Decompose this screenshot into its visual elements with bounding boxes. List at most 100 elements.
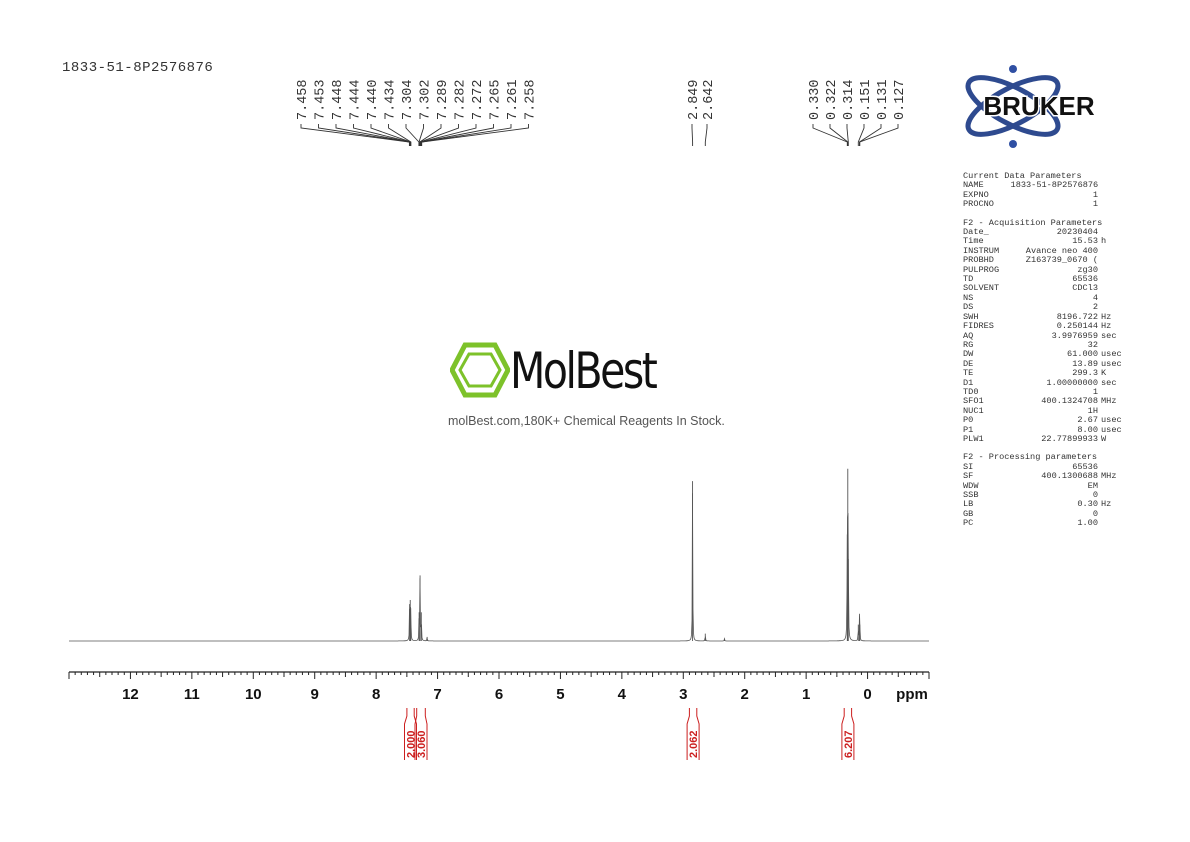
param-unit bbox=[1098, 275, 1123, 284]
integral-bracket bbox=[686, 708, 700, 760]
peak-label: 7.440 bbox=[366, 79, 381, 120]
param-row: PLW1 22.77899933 W bbox=[963, 434, 1123, 444]
param-value: 0.250144 bbox=[1056, 321, 1098, 332]
param-row: SWH 8196.722 Hz bbox=[963, 311, 1123, 322]
acq-params-title: F2 - Acquisition Parameters bbox=[963, 217, 1103, 228]
axis-label: ppm bbox=[896, 686, 928, 703]
param-value: 1833-51-8P2576876 bbox=[1010, 180, 1099, 191]
peak-label-connector bbox=[857, 124, 865, 146]
peak-label: 7.453 bbox=[314, 79, 329, 120]
param-value: 0.30 bbox=[1077, 499, 1098, 510]
acq-params-list: Date_ 20230404 Time 15.53 h INSTRUM Avance neo… bbox=[963, 227, 1123, 444]
peak-label: 7.304 bbox=[401, 79, 416, 120]
param-value: Z163739_0670 ( bbox=[1025, 255, 1098, 266]
param-unit: sec bbox=[1101, 377, 1117, 388]
param-unit: MHz bbox=[1101, 396, 1117, 407]
param-row: TD 65536 bbox=[963, 274, 1123, 284]
param-unit bbox=[1098, 181, 1123, 190]
param-row: TE 299.3 K bbox=[963, 368, 1123, 379]
peak-label-connectors bbox=[300, 124, 899, 146]
peak-label-connector bbox=[812, 124, 848, 146]
param-row: NAME 1833-51-8P2576876 bbox=[963, 180, 1123, 191]
param-row: Time 15.53 h bbox=[963, 236, 1123, 247]
param-value: 2.67 bbox=[1077, 415, 1098, 426]
peak-label: 7.302 bbox=[419, 79, 434, 120]
peak-label-connector bbox=[388, 124, 412, 146]
param-row: SSB 0 bbox=[963, 490, 1123, 500]
peak-label-connector bbox=[829, 124, 849, 146]
param-unit bbox=[1098, 294, 1123, 303]
integral-value: 3.060 bbox=[416, 730, 428, 758]
param-key: LB bbox=[963, 499, 974, 510]
axis-tick-label: 12 bbox=[122, 686, 139, 703]
peak-label-connector bbox=[691, 124, 694, 146]
current-params-list: NAME 1833-51-8P2576876 EXPNO 1 PROCNO 1 bbox=[963, 180, 1123, 209]
peak-label-connector bbox=[405, 124, 420, 146]
param-key: NS bbox=[963, 292, 974, 303]
param-row: FIDRES 0.250144 Hz bbox=[963, 321, 1123, 332]
param-value: 1.00000000 bbox=[1046, 377, 1098, 388]
benzene-logo-icon bbox=[450, 342, 510, 398]
peak-label: 7.289 bbox=[436, 79, 451, 120]
param-unit bbox=[1098, 519, 1123, 528]
param-key: SI bbox=[963, 461, 974, 472]
param-unit: usec bbox=[1101, 424, 1122, 435]
peak-label-connector bbox=[418, 124, 424, 146]
peak-label: 0.322 bbox=[825, 79, 840, 120]
param-value: 61.000 bbox=[1067, 349, 1098, 360]
param-unit: Hz bbox=[1101, 321, 1112, 332]
param-row: EXPNO 1 bbox=[963, 189, 1123, 200]
param-value: zg30 bbox=[1077, 264, 1098, 275]
orbit-icon bbox=[965, 75, 1061, 137]
axis-tick-label: 6 bbox=[495, 686, 503, 703]
axis-tick-label: 10 bbox=[245, 686, 262, 703]
param-key: EXPNO bbox=[963, 189, 989, 200]
param-unit bbox=[1098, 284, 1123, 293]
watermark-name: MolBest bbox=[510, 342, 658, 400]
peak-label-connector bbox=[846, 124, 849, 146]
param-value: 8196.722 bbox=[1056, 311, 1098, 322]
param-unit: K bbox=[1101, 368, 1107, 379]
param-row: PULPROG zg30 bbox=[963, 264, 1123, 275]
axis-tick-label: 11 bbox=[184, 686, 200, 703]
param-row: SF 400.1300688 MHz bbox=[963, 471, 1123, 482]
peak-label-connector bbox=[318, 124, 411, 146]
integral-value: 6.207 bbox=[843, 730, 855, 758]
param-key: TD0 bbox=[963, 386, 979, 397]
spectrum-trace bbox=[69, 468, 929, 642]
param-row: NS 4 bbox=[963, 292, 1123, 303]
current-params-title: Current Data Parameters bbox=[963, 171, 1082, 181]
axis-tick-label: 4 bbox=[618, 686, 627, 703]
peak-label-connector bbox=[421, 124, 529, 146]
sample-id: 1833-51-8P2576876 bbox=[62, 60, 214, 76]
peak-label-connector bbox=[421, 124, 512, 146]
peak-label: 0.151 bbox=[859, 79, 874, 120]
watermark-tagline: molBest.com,180K+ Chemical Reagents In S… bbox=[448, 414, 725, 428]
param-key: Time bbox=[963, 236, 984, 247]
param-key: WDW bbox=[963, 480, 979, 491]
param-key: GB bbox=[963, 508, 974, 519]
param-value: 1 bbox=[1092, 386, 1098, 397]
spectrum-line bbox=[69, 493, 929, 642]
param-key: NUC1 bbox=[963, 405, 984, 416]
param-value: 1.00 bbox=[1077, 518, 1098, 529]
peak-label: 0.330 bbox=[808, 79, 823, 120]
integral-bracket bbox=[841, 708, 855, 760]
param-value: EM bbox=[1087, 480, 1098, 491]
param-key: RG bbox=[963, 339, 974, 350]
param-value: 400.1324708 bbox=[1041, 396, 1098, 407]
param-key: PROBHD bbox=[963, 255, 994, 266]
param-value: CDCl3 bbox=[1072, 283, 1098, 294]
bruker-logo: BRUKER bbox=[965, 65, 1096, 148]
peak-label-connector bbox=[370, 124, 411, 146]
param-row: RG 32 bbox=[963, 339, 1123, 350]
param-key: PC bbox=[963, 518, 974, 529]
param-key: Date_ bbox=[963, 227, 989, 238]
peak-label: 2.642 bbox=[702, 79, 717, 120]
param-row: DW 61.000 usec bbox=[963, 349, 1123, 360]
param-value: 4 bbox=[1092, 292, 1098, 303]
param-unit: MHz bbox=[1101, 471, 1117, 482]
peak-label: 7.434 bbox=[384, 79, 399, 120]
peak-label: 2.849 bbox=[687, 79, 702, 120]
